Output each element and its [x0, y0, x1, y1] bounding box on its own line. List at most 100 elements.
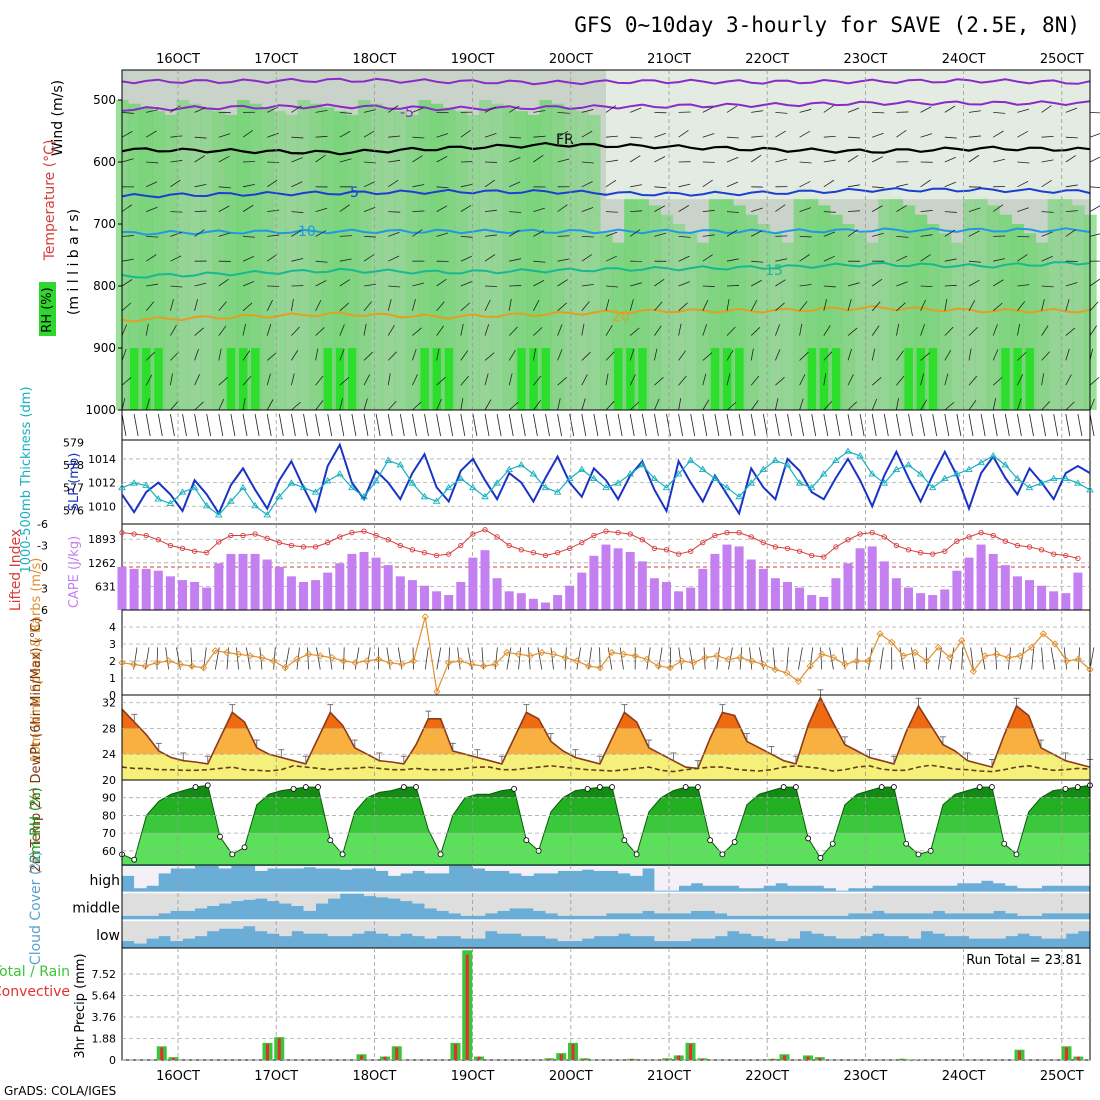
cloud-clear-cell [412, 921, 425, 937]
thickness-point [336, 470, 344, 477]
lifted-index-point [917, 550, 924, 556]
cloud-clear-cell [1005, 893, 1018, 914]
wind-barb [847, 299, 852, 311]
rh-point [976, 784, 983, 790]
wind-barb [533, 280, 545, 287]
cape-bar [335, 563, 345, 610]
wind-barb [508, 413, 514, 437]
cloud-clear-cell [134, 893, 147, 916]
wind-barb [145, 130, 157, 138]
date-label-top: 25OCT [1040, 52, 1084, 67]
cloud-clear-cell [630, 893, 643, 914]
wind-barb [146, 236, 159, 238]
cloud-clear-cell [714, 921, 728, 937]
rh-point [1013, 851, 1020, 858]
thickness-point [662, 483, 671, 491]
wind-barb [170, 255, 182, 262]
cloud-clear-cell [412, 866, 425, 871]
cloud-clear-cell [799, 921, 813, 932]
wind-speed-point [316, 652, 324, 660]
wind-barb [920, 133, 933, 138]
wind-barb [581, 301, 590, 312]
upper-ytick-label: 500 [93, 93, 116, 107]
lifted-index-point [1063, 552, 1069, 559]
wind-barb [267, 209, 280, 212]
cloud-clear-cell [218, 893, 232, 904]
wind-ylabel: 10m Wind Speed & Barbs (m/s) [29, 558, 44, 763]
thickness-point [1013, 474, 1022, 482]
wind-barb [339, 413, 345, 437]
cloud-clear-cell [932, 921, 946, 934]
wind-barb [879, 647, 884, 670]
precip-convective-bar [700, 1058, 704, 1060]
cape-bar [541, 602, 550, 610]
rh-point [339, 851, 346, 858]
wind-barb [799, 413, 804, 437]
thickness-point [251, 501, 259, 509]
wind-barb [968, 348, 972, 361]
cloud-clear-cell [303, 866, 316, 868]
wind-barb [170, 160, 183, 163]
wind-speed-point [304, 650, 313, 658]
wind-barb [363, 161, 376, 164]
cloud-clear-cell [678, 921, 692, 942]
wind-barb [605, 105, 617, 113]
rh-cell-high [142, 348, 151, 410]
wind-barb [397, 647, 403, 670]
wind-speed-point [1086, 665, 1094, 674]
wind-barb [871, 413, 877, 437]
wind-barb [424, 647, 429, 670]
wind-barb [920, 179, 931, 188]
rh-point [731, 839, 738, 845]
rh-cell [261, 107, 274, 410]
wind-barb [1065, 413, 1071, 437]
lifted-index-point [567, 545, 573, 552]
wind-barb [899, 647, 904, 670]
thickness-point [868, 470, 876, 477]
rh-cell-high [831, 348, 841, 410]
rh-point [1062, 785, 1069, 792]
rh-point [290, 785, 297, 792]
cloud-clear-cell [146, 866, 159, 886]
isotherm-line [121, 100, 1091, 112]
wind-barb [533, 154, 544, 163]
cloud-clear-cell [182, 921, 195, 939]
wind-barb [484, 234, 497, 237]
cloud-clear-cell [267, 893, 280, 902]
wind-barb [351, 413, 357, 437]
cloud-clear-cell [521, 866, 534, 876]
wind-speed-point [398, 660, 406, 669]
wind-barb [266, 373, 271, 386]
thickness-point [493, 479, 501, 486]
wind-barb [1019, 647, 1025, 670]
wind-barb [751, 230, 762, 237]
wind-barb [799, 254, 810, 262]
rh-band [122, 785, 1090, 798]
wind-barb [460, 302, 471, 312]
cloud-clear-cell [606, 866, 619, 871]
thickness-point [711, 474, 719, 482]
precip-convective-bar [1018, 1050, 1021, 1060]
wind-barb [702, 179, 713, 188]
cloud-clear-cell [642, 866, 655, 869]
rh-point [878, 784, 885, 790]
wind-barb [605, 285, 618, 288]
wind-barb [267, 132, 279, 138]
thickness-point [602, 483, 610, 491]
wind-barb [775, 235, 788, 237]
run-total-annotation: Run Total = 23.81 [966, 953, 1082, 968]
wind-barb [1089, 413, 1095, 437]
wind-barb [242, 302, 253, 312]
upper-ytick-label: 700 [93, 217, 116, 231]
wind-barb [1089, 377, 1100, 386]
wind-speed-point [421, 613, 429, 621]
wind-barb [654, 132, 666, 138]
wind-barb [315, 327, 325, 336]
wind-barb [388, 211, 401, 213]
rh-point [719, 851, 726, 858]
wind-speed-point [351, 659, 359, 667]
wind-barb [868, 647, 873, 670]
wind-barb [726, 229, 738, 237]
rh-band [122, 797, 1090, 816]
wind-barb [605, 211, 619, 213]
